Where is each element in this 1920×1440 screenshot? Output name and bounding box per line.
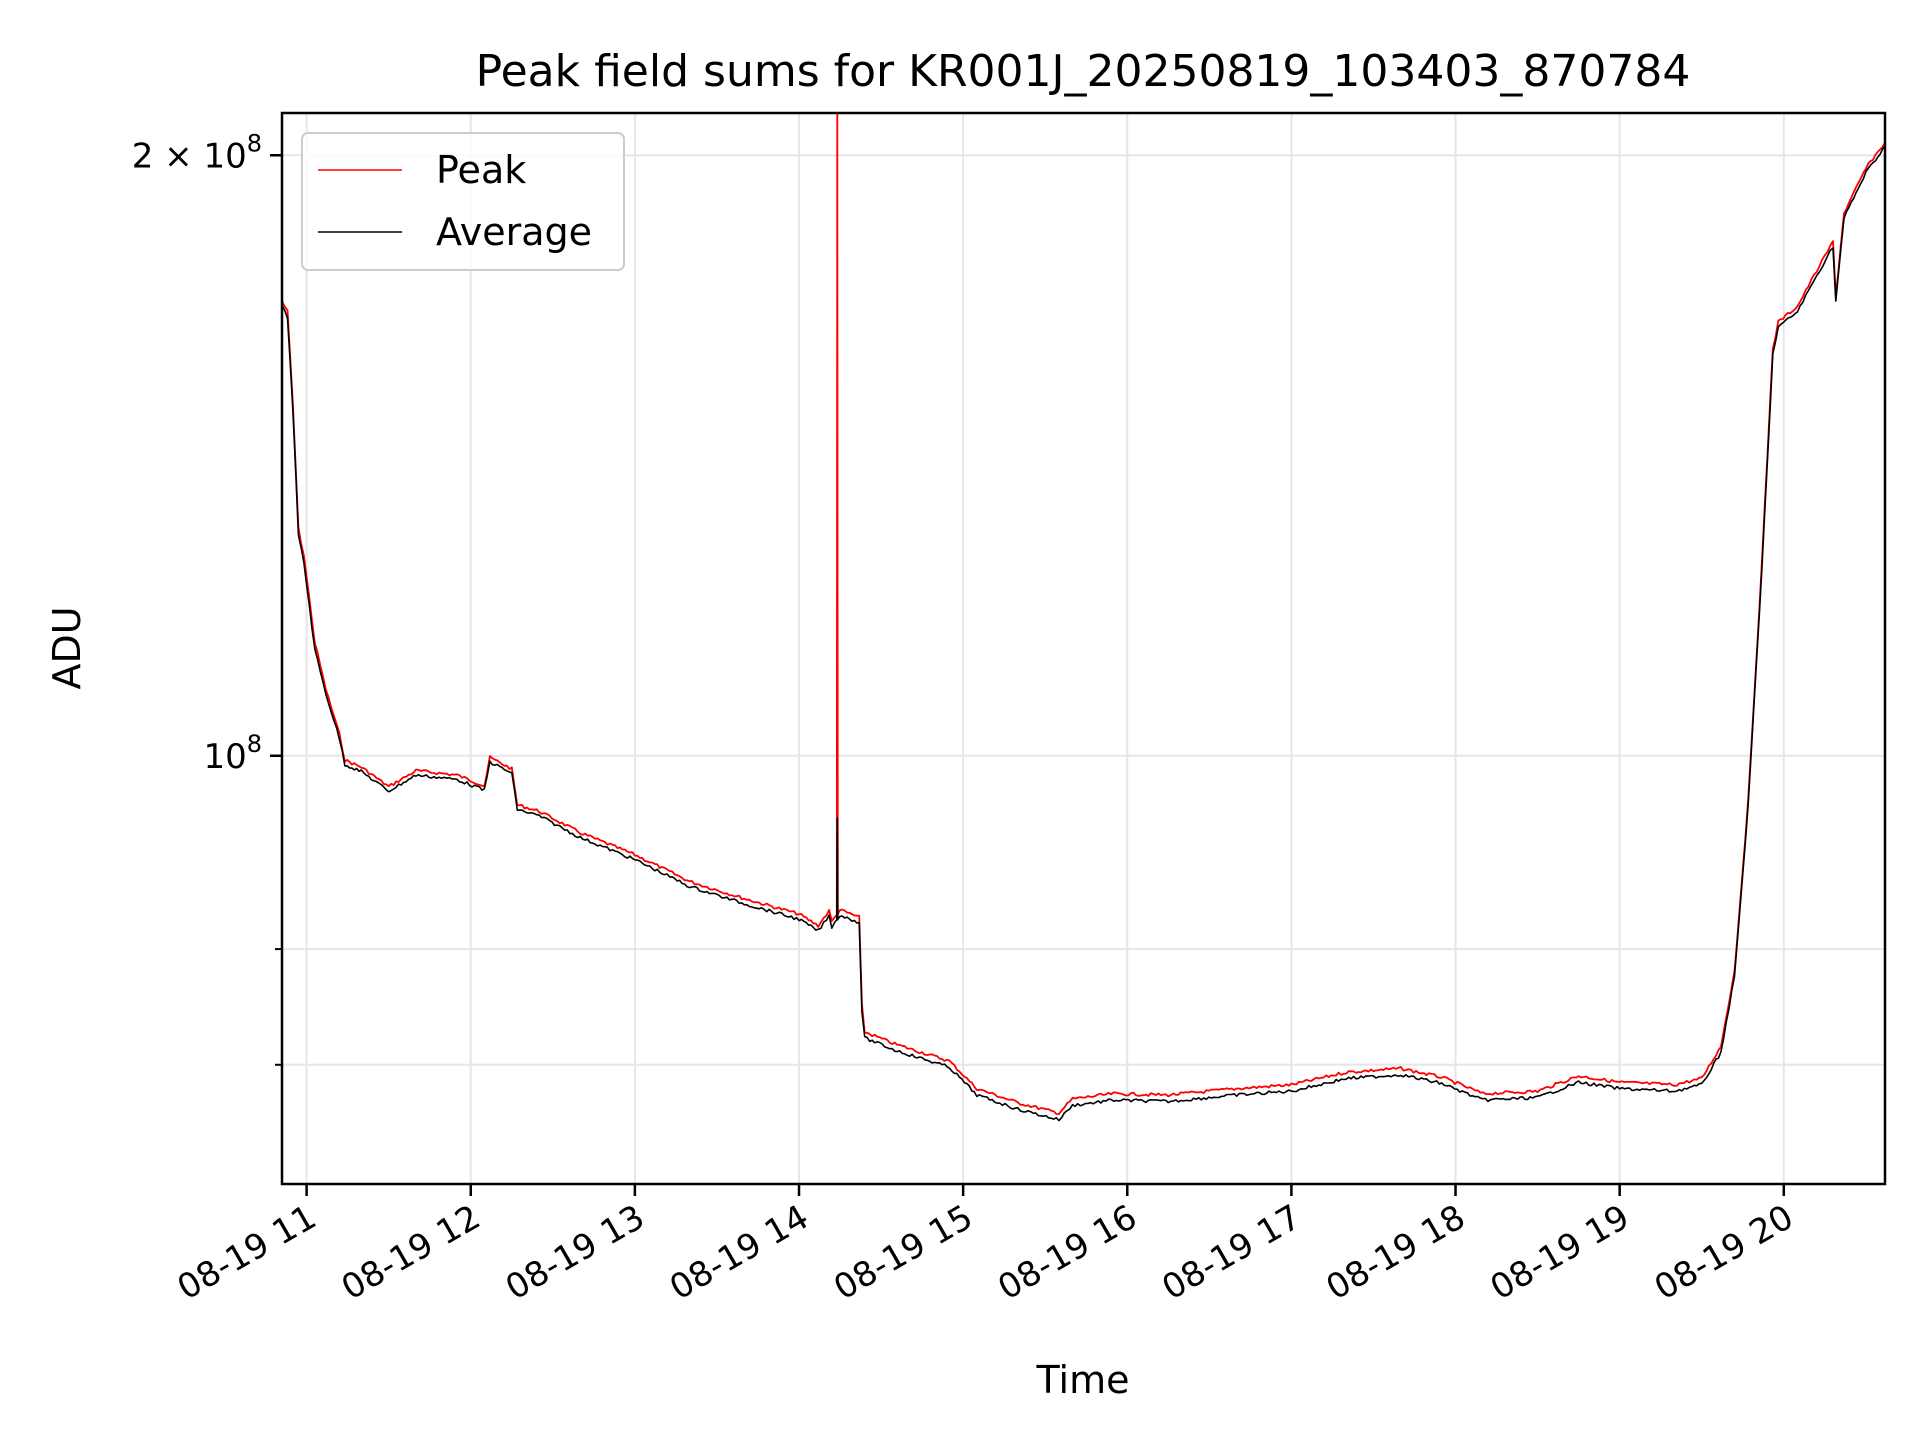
legend-label-peak: Peak bbox=[436, 148, 526, 192]
y-tick-label: 108 bbox=[203, 730, 262, 777]
grid bbox=[282, 113, 1885, 1184]
y-axis-label: ADU bbox=[45, 606, 89, 689]
series-layer bbox=[282, 113, 1885, 1122]
legend: Peak Average bbox=[301, 132, 625, 271]
y-axis: 2 × 108 108 bbox=[132, 129, 282, 1066]
chart-title: Peak field sums for KR001J_20250819_1034… bbox=[476, 46, 1691, 97]
legend-label-average: Average bbox=[436, 210, 592, 254]
series-line-average bbox=[282, 146, 1885, 1122]
legend-box bbox=[301, 132, 625, 271]
series-line-peak bbox=[282, 113, 1885, 1115]
y-tick-label: 2 × 108 bbox=[132, 129, 262, 176]
plot-frame bbox=[280, 111, 1887, 1186]
x-axis-label: Time bbox=[1036, 1358, 1130, 1402]
